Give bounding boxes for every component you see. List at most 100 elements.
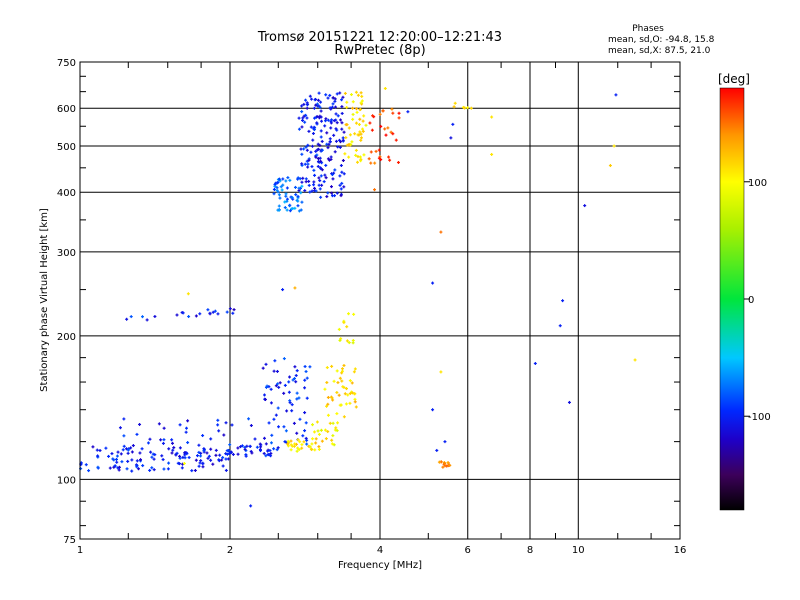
data-point [339,164,343,168]
data-point [330,191,334,195]
data-point [316,157,320,161]
data-point [331,434,335,438]
data-point [329,185,333,189]
data-point [319,100,323,104]
data-point [197,450,201,454]
data-point [162,467,166,471]
data-point [334,139,338,143]
data-point [305,396,309,400]
chart-subtitle: RwPretec (8p) [334,43,425,58]
data-point [289,439,293,443]
data-point [317,147,321,151]
data-point [307,183,311,187]
data-point [184,426,188,430]
data-point [312,106,316,110]
data-point [340,367,344,371]
data-point [326,402,330,406]
data-point [319,159,323,163]
data-point [239,445,243,449]
data-point [283,206,287,210]
x-tick-label: 6 [465,545,471,556]
data-point [275,369,279,373]
data-point [309,125,313,129]
data-point [293,286,297,290]
data-point [186,441,190,445]
data-point [293,442,297,446]
data-point [283,383,287,387]
data-point [296,446,300,450]
data-point [224,468,228,472]
data-point [290,403,294,407]
data-point [336,381,340,385]
data-point [297,116,301,120]
data-point [308,94,312,98]
x-tick-label: 2 [227,545,233,556]
data-point [338,183,342,187]
data-point [439,230,443,234]
data-point [138,422,142,426]
data-point [297,127,301,131]
data-point [303,162,307,166]
data-point [490,115,494,119]
data-point [276,406,280,410]
data-point [115,460,119,464]
data-point [291,378,295,382]
data-point [167,447,171,451]
x-tick-label: 16 [674,545,687,556]
data-point [318,179,322,183]
data-point [349,93,353,97]
data-point [172,446,176,450]
data-point [286,176,290,180]
data-point [317,176,321,180]
data-point [374,149,378,153]
data-point [294,374,298,378]
data-point [300,200,304,204]
data-point [236,446,240,450]
data-point [312,183,316,187]
data-point [209,458,213,462]
data-point [150,466,154,470]
data-point [297,189,301,193]
data-point [608,164,612,168]
data-point [275,186,279,190]
data-point [137,467,141,471]
data-point [319,115,323,119]
data-point [303,429,307,433]
data-point [281,177,285,181]
data-point [443,440,447,444]
data-point [313,186,317,190]
data-point [96,454,100,458]
data-point [295,369,299,373]
data-point [386,126,390,130]
data-point [195,454,199,458]
data-point [135,459,139,463]
data-point [258,447,262,451]
data-point [333,150,337,154]
data-point [351,117,355,121]
x-tick-labels: 1 2 4 6 8 10 16 [77,545,687,556]
data-point [319,428,323,432]
plot-frame [79,61,681,540]
data-point [226,457,230,461]
data-point [206,456,210,460]
data-point [326,96,330,100]
data-point [300,446,304,450]
data-point [343,152,347,156]
data-point [324,117,328,121]
data-point [130,450,134,454]
data-point [364,123,368,127]
data-point [583,204,587,208]
data-point [293,206,297,210]
data-point [272,192,276,196]
data-point [157,422,161,426]
data-point [104,446,108,450]
data-point [342,415,346,419]
data-point [388,158,392,162]
data-point [301,176,305,180]
data-point [304,421,308,425]
data-point [339,194,343,198]
data-point [306,165,310,169]
data-point [397,116,401,120]
data-point [135,464,139,468]
data-point [361,127,365,131]
